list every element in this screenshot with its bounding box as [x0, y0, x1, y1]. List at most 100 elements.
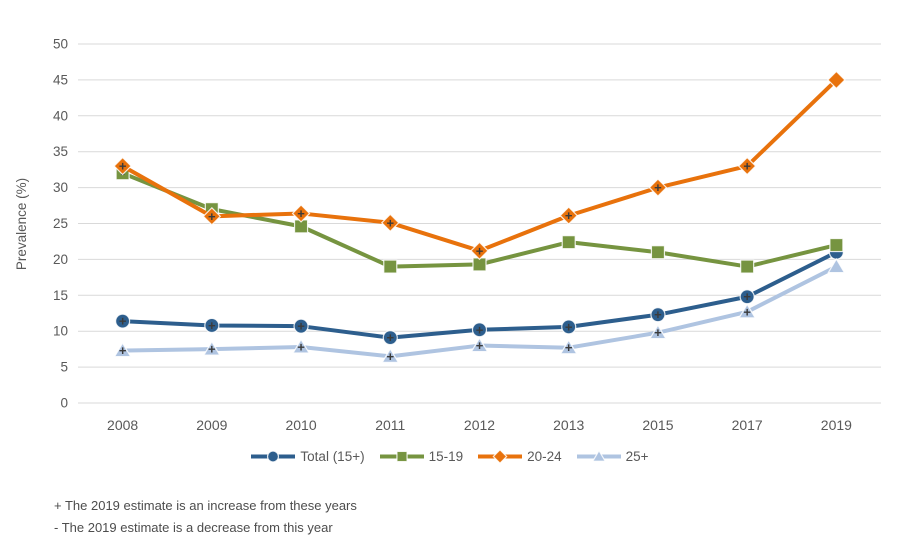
increase-annotation: + — [654, 307, 662, 322]
data-point — [591, 449, 606, 462]
legend-item-15-19: 15-19 — [379, 448, 464, 465]
data-point — [113, 156, 132, 176]
increase-annotation: + — [119, 314, 127, 329]
increase-annotation: + — [297, 339, 305, 354]
svg-text:50: 50 — [53, 37, 68, 52]
legend-swatch-square-icon — [379, 450, 424, 463]
data-point — [383, 259, 398, 274]
increase-annotation: + — [297, 206, 305, 221]
svg-text:2013: 2013 — [553, 417, 584, 433]
svg-text:2011: 2011 — [375, 417, 405, 433]
data-point — [382, 330, 398, 346]
data-point — [827, 70, 846, 90]
data-point — [267, 450, 280, 463]
legend-label: 25+ — [625, 449, 649, 464]
y-axis-tick-labels: 0 5 10 15 20 25 30 35 40 45 50 — [53, 37, 68, 411]
svg-text:20: 20 — [53, 252, 68, 267]
data-point — [650, 307, 666, 323]
footnote-decrease: - The 2019 estimate is a decrease from t… — [54, 520, 333, 535]
increase-annotation: + — [743, 304, 751, 319]
data-point — [737, 156, 757, 176]
increase-annotation: + — [119, 159, 127, 174]
data-point — [470, 241, 489, 261]
increase-annotation: + — [119, 343, 127, 358]
data-point — [648, 323, 667, 340]
data-point — [202, 340, 221, 356]
svg-text:2019: 2019 — [821, 417, 852, 433]
data-point — [202, 206, 222, 226]
increase-annotation: + — [476, 243, 484, 258]
data-point — [204, 317, 220, 334]
increase-annotation: + — [208, 209, 216, 224]
increase-annotation: + — [565, 208, 573, 223]
legend-label: Total (15+) — [300, 449, 365, 464]
data-point — [292, 338, 311, 354]
increase-annotation: + — [654, 180, 662, 195]
increase-annotation: + — [297, 319, 305, 334]
svg-text:2015: 2015 — [642, 417, 673, 433]
increase-annotation: + — [386, 215, 394, 230]
data-point — [395, 450, 408, 463]
data-point — [827, 257, 846, 274]
data-point — [740, 259, 755, 274]
chart-legend: Total (15+) 15-19 20-24 25+ — [0, 448, 900, 465]
increase-annotation: + — [565, 340, 573, 355]
data-point — [293, 318, 309, 334]
svg-text:2017: 2017 — [732, 417, 763, 433]
svg-text:40: 40 — [53, 108, 68, 123]
data-point — [291, 204, 311, 223]
svg-text:2009: 2009 — [196, 417, 227, 433]
legend-swatch-circle-icon — [251, 450, 296, 463]
svg-text:25: 25 — [53, 216, 68, 231]
increase-annotation: + — [386, 349, 394, 364]
legend-swatch-triangle-icon — [576, 449, 621, 462]
increase-annotation: + — [743, 159, 751, 174]
increase-annotation: + — [386, 330, 394, 345]
increase-annotation: + — [743, 289, 751, 304]
legend-swatch-diamond-icon — [478, 449, 523, 464]
footnotes: + The 2019 estimate is an increase from … — [54, 495, 357, 539]
svg-text:5: 5 — [60, 360, 68, 375]
legend-item-25: 25+ — [576, 448, 649, 465]
svg-text:35: 35 — [53, 144, 68, 159]
data-point — [648, 178, 668, 197]
data-point — [115, 313, 131, 329]
data-point — [561, 235, 576, 250]
svg-text:15: 15 — [53, 288, 68, 303]
data-point — [650, 245, 666, 260]
svg-text:30: 30 — [53, 180, 68, 195]
data-point — [471, 322, 488, 338]
data-point — [380, 213, 400, 233]
legend-label: 15-19 — [428, 449, 464, 464]
increase-annotation: + — [565, 319, 573, 334]
increase-annotation: + — [476, 338, 484, 353]
data-point — [492, 449, 508, 464]
data-point — [559, 206, 579, 225]
svg-text:10: 10 — [53, 324, 68, 339]
data-point — [561, 319, 577, 335]
data-point — [381, 347, 400, 363]
series-25: + + +++ +++ — [113, 257, 846, 364]
svg-text:45: 45 — [53, 72, 68, 87]
increase-annotation: + — [476, 322, 484, 337]
y-axis-title: Prevalence (%) — [14, 178, 29, 270]
data-point — [738, 303, 757, 319]
increase-annotation: + — [654, 325, 662, 340]
increase-annotation: + — [208, 342, 216, 357]
svg-text:0: 0 — [60, 396, 68, 411]
data-point — [829, 237, 844, 253]
svg-text:2010: 2010 — [285, 417, 316, 433]
increase-annotation: + — [208, 318, 216, 333]
svg-text:2012: 2012 — [464, 417, 495, 433]
data-point — [559, 339, 578, 355]
svg-text:2008: 2008 — [107, 417, 138, 433]
legend-label: 20-24 — [527, 449, 562, 464]
data-point — [113, 341, 132, 358]
x-axis-tick-labels: 2008 2009 2010 2011 2012 2013 2015 2017 2019 — [107, 417, 852, 433]
series-20-24: + + + + + + + + — [113, 70, 846, 261]
legend-item-total-15: Total (15+) — [251, 448, 365, 465]
footnote-increase: + The 2019 estimate is an increase from … — [54, 498, 357, 513]
data-point — [470, 336, 489, 353]
